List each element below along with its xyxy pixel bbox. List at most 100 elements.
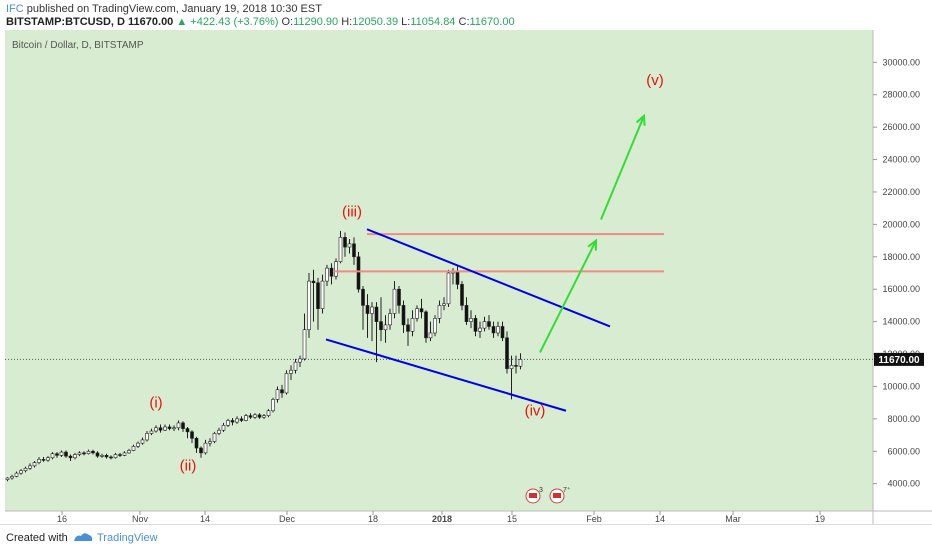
candle[interactable]: [176, 420, 181, 431]
candle[interactable]: [509, 355, 514, 400]
candle[interactable]: [388, 308, 392, 330]
candle[interactable]: [370, 302, 374, 342]
candle[interactable]: [55, 452, 59, 458]
candle[interactable]: [5, 477, 10, 482]
candle[interactable]: [77, 451, 82, 457]
candle[interactable]: [91, 449, 95, 455]
candle[interactable]: [59, 450, 64, 457]
candle[interactable]: [226, 418, 230, 427]
candle[interactable]: [325, 264, 329, 286]
candle[interactable]: [298, 355, 302, 367]
projection-arrow-1[interactable]: [539, 238, 598, 353]
candle[interactable]: [275, 386, 280, 403]
candle[interactable]: [289, 365, 293, 380]
candle[interactable]: [307, 273, 311, 338]
candle[interactable]: [253, 413, 257, 419]
tradingview-logo-icon[interactable]: [72, 530, 94, 544]
candle[interactable]: [442, 297, 446, 311]
candle[interactable]: [212, 431, 217, 444]
candle[interactable]: [284, 370, 289, 395]
candle[interactable]: [82, 451, 86, 456]
candle[interactable]: [383, 315, 388, 343]
candle[interactable]: [113, 452, 118, 459]
candle[interactable]: [505, 331, 509, 374]
candle[interactable]: [50, 452, 55, 460]
candle[interactable]: [203, 439, 208, 455]
candle[interactable]: [280, 384, 284, 398]
candle[interactable]: [338, 230, 343, 264]
price-axis[interactable]: [873, 30, 932, 511]
candle[interactable]: [401, 300, 406, 333]
candle[interactable]: [266, 409, 271, 418]
candle[interactable]: [514, 355, 518, 374]
candle[interactable]: [230, 418, 235, 426]
candle[interactable]: [95, 451, 100, 458]
candle[interactable]: [406, 318, 410, 346]
candle[interactable]: [136, 441, 140, 449]
candle[interactable]: [491, 321, 496, 338]
candle[interactable]: [104, 453, 109, 459]
candle[interactable]: [32, 461, 37, 468]
candle[interactable]: [379, 297, 383, 342]
candle[interactable]: [496, 321, 500, 337]
candle[interactable]: [208, 438, 212, 447]
candle[interactable]: [181, 421, 185, 432]
candle[interactable]: [239, 416, 244, 423]
candle[interactable]: [347, 238, 352, 254]
candle[interactable]: [41, 456, 46, 462]
candle[interactable]: [64, 450, 68, 458]
candle[interactable]: [154, 425, 158, 433]
candle[interactable]: [73, 452, 77, 460]
author-name[interactable]: IFC: [6, 3, 24, 15]
candle[interactable]: [329, 263, 334, 285]
candle[interactable]: [311, 269, 316, 322]
candle[interactable]: [199, 446, 203, 458]
candle[interactable]: [446, 269, 451, 308]
candle[interactable]: [397, 285, 401, 314]
candle[interactable]: [86, 449, 91, 455]
candle[interactable]: [217, 427, 221, 436]
candle[interactable]: [158, 424, 163, 433]
candle[interactable]: [145, 431, 149, 442]
upper-trendline[interactable]: [366, 228, 611, 328]
price-chart[interactable]: Bitcoin / Dollar, D, BITSTAMP 4000.00 600…: [0, 30, 932, 524]
candle[interactable]: [194, 436, 199, 453]
candle[interactable]: [46, 456, 50, 462]
candle[interactable]: [167, 424, 172, 431]
candle[interactable]: [19, 469, 23, 475]
candle[interactable]: [410, 310, 415, 337]
time-axis[interactable]: [5, 511, 873, 524]
candle[interactable]: [419, 298, 424, 319]
candle[interactable]: [271, 397, 275, 413]
candle[interactable]: [118, 452, 122, 457]
candle[interactable]: [131, 444, 136, 452]
candle[interactable]: [334, 258, 338, 280]
candle[interactable]: [100, 453, 104, 458]
candle[interactable]: [464, 297, 469, 325]
candle[interactable]: [293, 358, 298, 374]
candle[interactable]: [500, 321, 505, 342]
candle[interactable]: [10, 474, 14, 480]
candle[interactable]: [37, 456, 41, 465]
candle[interactable]: [127, 448, 131, 454]
candle[interactable]: [487, 315, 491, 330]
candle[interactable]: [415, 305, 419, 322]
candle[interactable]: [428, 321, 433, 342]
candle[interactable]: [374, 302, 379, 363]
event-marker-icon[interactable]: 7⁺: [549, 486, 571, 504]
candle[interactable]: [433, 315, 437, 337]
candle[interactable]: [23, 466, 28, 473]
tradingview-brand[interactable]: TradingView: [97, 532, 158, 544]
candle[interactable]: [244, 414, 248, 422]
candle[interactable]: [473, 315, 478, 337]
candle[interactable]: [424, 310, 428, 343]
lower-trendline[interactable]: [325, 338, 567, 412]
candle[interactable]: [469, 310, 473, 329]
candle[interactable]: [185, 426, 190, 439]
candle[interactable]: [140, 437, 145, 445]
candle[interactable]: [343, 232, 347, 257]
candle[interactable]: [257, 413, 262, 419]
event-marker-icon[interactable]: 3: [525, 487, 543, 504]
candle[interactable]: [262, 414, 266, 419]
projection-arrow-2[interactable]: [600, 113, 646, 220]
